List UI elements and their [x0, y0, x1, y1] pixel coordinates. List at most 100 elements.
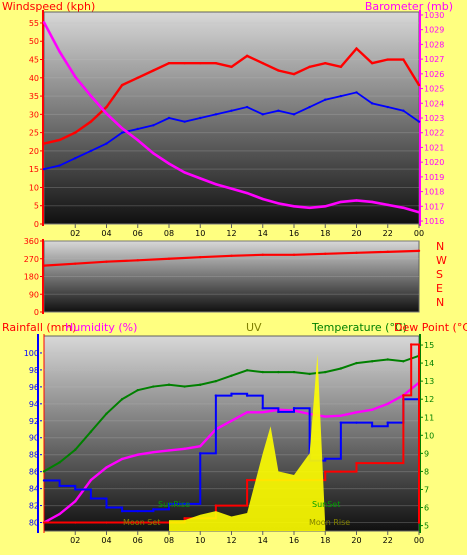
series-avg-point [136, 127, 139, 131]
series-barometer-point [339, 200, 343, 204]
series-avg-point [74, 157, 77, 160]
series-temperature-point [214, 379, 218, 383]
dewpoint-label: Dew Point (°C) [394, 321, 467, 334]
series-wind-direction-point [417, 249, 421, 253]
y-tick-label: 94 [29, 400, 39, 409]
y-tick-label: 50 [29, 37, 39, 46]
series-dewpoint-point [261, 407, 264, 410]
y-tick-label: 5 [34, 202, 39, 211]
y-tick-label: 35 [29, 92, 39, 101]
series-gust-point [402, 58, 405, 61]
y-tick-label: 13 [424, 377, 434, 386]
series-gust-point [277, 69, 280, 72]
series-avg-point [167, 116, 171, 120]
series-dewpoint-point [183, 502, 186, 506]
y-tick-label: 1018 [424, 188, 444, 197]
y-tick-label: 10 [424, 431, 434, 440]
series-dewpoint-point [199, 452, 202, 455]
series-humidity-point [120, 457, 124, 461]
x-tick-label: 00 [414, 536, 424, 545]
series-temperature-point [386, 358, 389, 361]
y-tick-label: 1021 [424, 143, 444, 152]
series-barometer-point [136, 138, 139, 142]
series-barometer-point [386, 203, 389, 207]
windspeed-label: Windspeed (kph) [2, 0, 96, 13]
y-tick-label: 7 [424, 485, 429, 494]
series-humidity-point [355, 411, 358, 414]
series-gust-point [167, 61, 171, 65]
series-humidity-point [324, 415, 327, 418]
series-avg-point [370, 102, 374, 105]
series-gust-point [42, 142, 46, 145]
series-avg-point [214, 113, 218, 116]
series-gust-point [120, 83, 124, 87]
series-barometer-point [230, 187, 233, 190]
annotation-moonrise: Moon Rise [309, 518, 350, 527]
series-barometer-point [42, 21, 46, 24]
y-tick-label: 1016 [424, 217, 444, 226]
wind-dir-letter-e: E [436, 282, 443, 295]
series-temperature-point [370, 360, 374, 363]
series-dewpoint-point [386, 421, 389, 424]
series-temperature-point [245, 369, 249, 372]
series-humidity-point [74, 500, 77, 503]
series-avg-point [230, 109, 233, 112]
series-rainfall-point [42, 521, 46, 524]
series-barometer-point [214, 183, 218, 186]
humidity-label: Humidity (%) [65, 321, 138, 334]
series-temperature-point [136, 388, 139, 392]
x-tick-label: 12 [226, 536, 236, 545]
series-temperature-point [355, 361, 358, 365]
series-dewpoint-point [277, 410, 280, 414]
series-rainfall-point [136, 521, 139, 524]
series-wind-direction-point [386, 250, 389, 254]
y-tick-label: 1019 [424, 173, 444, 182]
series-gust-point [245, 54, 249, 58]
barometer-label: Barometer (mb) [364, 0, 453, 13]
y-tick-label: 1022 [424, 129, 444, 138]
series-humidity-point [245, 411, 249, 414]
series-humidity-point [199, 445, 202, 448]
series-barometer-point [105, 112, 108, 115]
series-humidity-point [183, 447, 186, 450]
series-avg-point [89, 149, 93, 153]
series-wind-direction-point [292, 253, 296, 257]
series-barometer-point [324, 205, 327, 208]
series-gust-point [386, 58, 389, 61]
series-temperature-point [74, 448, 77, 451]
series-gust-point [105, 105, 108, 109]
series-avg-point [105, 142, 108, 145]
series-wind-direction-point [42, 264, 46, 267]
series-temperature-point [261, 370, 264, 374]
series-wind-direction-point [261, 253, 264, 257]
wind-dir-letter-n2: N [436, 296, 445, 309]
series-avg-point [120, 131, 124, 134]
y-tick-label: 96 [29, 383, 39, 392]
y-tick-label: 1026 [424, 70, 444, 79]
x-tick-label: 22 [383, 536, 393, 545]
series-avg-point [199, 116, 202, 120]
x-tick-label: 04 [101, 229, 111, 238]
series-avg-point [417, 120, 421, 123]
series-temperature-point [277, 370, 280, 374]
y-tick-label: 1020 [424, 158, 444, 167]
series-avg-point [58, 164, 61, 167]
series-barometer-point [402, 206, 405, 210]
x-tick-label: 00 [414, 229, 424, 238]
series-avg-point [402, 109, 405, 112]
x-tick-label: 20 [351, 229, 361, 238]
y-tick-label: 90 [29, 434, 39, 443]
x-tick-label: 08 [164, 229, 174, 238]
y-tick-label: 1029 [424, 26, 444, 35]
series-dewpoint-point [74, 488, 77, 491]
series-barometer-point [292, 205, 296, 208]
series-rainfall-point [409, 343, 413, 346]
x-tick-label: 14 [258, 536, 268, 545]
y-tick-label: 5 [424, 522, 429, 531]
y-tick-label: 14 [424, 359, 434, 368]
series-temperature-point [402, 360, 405, 363]
series-gust-point [214, 61, 218, 65]
series-gust-point [324, 61, 327, 65]
series-temperature-point [105, 412, 108, 415]
